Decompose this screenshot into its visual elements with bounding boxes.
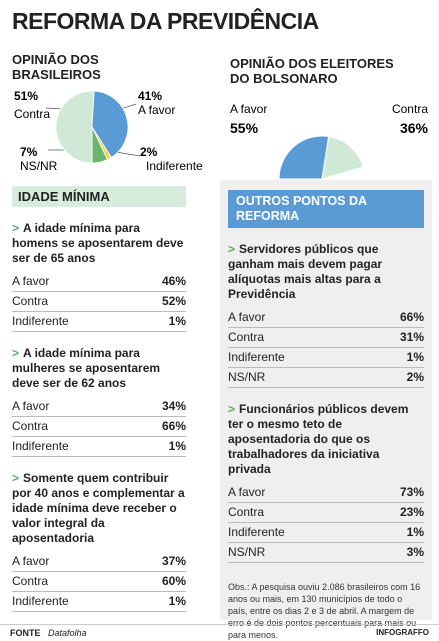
table-row: Indiferente 1% <box>228 523 424 543</box>
row-value: 1% <box>406 525 424 539</box>
value-label: 36% <box>400 120 429 136</box>
row-label: A favor <box>12 554 50 568</box>
question: > Servidores públicos que ganham mais dev… <box>228 242 424 302</box>
left-column: IDADE MÍNIMA > A idade mínima para homens … <box>12 186 186 612</box>
table-row: Contra 23% <box>228 503 424 523</box>
marker: > <box>12 221 20 235</box>
row-label: A favor <box>228 310 266 324</box>
question-text: Somente quem contribuir por 40 anos e co… <box>12 471 185 545</box>
source-label: FONTE <box>10 628 41 638</box>
row-label: A favor <box>12 399 50 413</box>
row-value: 73% <box>399 485 424 499</box>
table-row: A favor 46% <box>12 272 186 292</box>
half-pie-slice <box>278 135 330 180</box>
row-label: Indiferente <box>228 525 285 539</box>
row-label: NS/NR <box>228 545 266 559</box>
value-label: 51% <box>14 89 38 103</box>
category-label: NS/NR <box>20 159 58 173</box>
question-text: Servidores públicos que ganham mais deve… <box>228 242 383 301</box>
table-row: A favor 34% <box>12 397 186 417</box>
row-value: 37% <box>161 554 186 568</box>
row-value: 60% <box>161 574 186 588</box>
question-text: A idade mínima para homens se aposentare… <box>12 221 184 265</box>
category-label: A favor <box>230 102 267 116</box>
table-row: Contra 31% <box>228 328 424 348</box>
half-pie-slice <box>321 135 364 180</box>
table-row: NS/NR 2% <box>228 368 424 388</box>
question: > Somente quem contribuir por 40 anos e c… <box>12 471 186 546</box>
row-label: Indiferente <box>12 439 69 453</box>
value-label: 2% <box>140 145 158 159</box>
row-value: 1% <box>168 314 186 328</box>
question-text: A idade mínima para mulheres se aposenta… <box>12 346 161 390</box>
value-label: 41% <box>138 89 162 103</box>
row-value: 1% <box>406 350 424 364</box>
row-value: 52% <box>161 294 186 308</box>
marker: > <box>12 471 20 485</box>
table-row: Contra 52% <box>12 292 186 312</box>
source: Datafolha <box>48 628 87 638</box>
table-row: Contra 60% <box>12 572 186 592</box>
row-label: Contra <box>12 574 49 588</box>
question: > A idade mínima para homens se aposentar… <box>12 221 186 266</box>
section-header: OUTROS PONTOS DA REFORMA <box>228 190 424 228</box>
marker: > <box>228 242 236 256</box>
row-label: A favor <box>228 485 266 499</box>
row-label: Contra <box>12 419 49 433</box>
category-label: Indiferente <box>146 159 203 173</box>
question: > A idade mínima para mulheres se aposent… <box>12 346 186 391</box>
row-label: Indiferente <box>228 350 285 364</box>
value-label: 55% <box>230 120 259 136</box>
right-column: OUTROS PONTOS DA REFORMA > Servidores públ… <box>220 180 432 640</box>
row-label: Contra <box>12 294 49 308</box>
row-value: 34% <box>161 399 186 413</box>
row-value: 66% <box>399 310 424 324</box>
row-value: 1% <box>168 439 186 453</box>
table-row: NS/NR 3% <box>228 543 424 563</box>
brand: INFOGRAFFO <box>376 628 429 637</box>
row-value: 31% <box>399 330 424 344</box>
row-value: 2% <box>406 370 424 384</box>
table-row: A favor 73% <box>228 483 424 503</box>
table-row: A favor 37% <box>12 552 186 572</box>
row-value: 1% <box>168 594 186 608</box>
category-label: A favor <box>138 103 175 117</box>
chart-title: OPINIÃO DOS ELEITORES DO BOLSONARO <box>230 56 394 86</box>
row-value: 66% <box>161 419 186 433</box>
table-row: Indiferente 1% <box>12 592 186 612</box>
table-row: Indiferente 1% <box>12 312 186 332</box>
row-value: 23% <box>399 505 424 519</box>
value-label: 7% <box>20 145 38 159</box>
title: REFORMA DA PREVIDÊNCIA <box>12 8 319 34</box>
row-label: Indiferente <box>12 314 69 328</box>
note: Obs.: A pesquisa ouviu 2.086 brasileiros… <box>228 582 421 640</box>
pie-slice <box>55 90 95 164</box>
row-label: Indiferente <box>12 594 69 608</box>
category-label: Contra <box>14 107 50 121</box>
section-header: IDADE MÍNIMA <box>12 186 186 207</box>
table-row: Indiferente 1% <box>12 437 186 457</box>
marker: > <box>12 346 20 360</box>
chart-title: OPINIÃO DOS BRASILEIROS <box>12 52 101 82</box>
row-label: Contra <box>228 330 265 344</box>
marker: > <box>228 402 236 416</box>
row-label: Contra <box>228 505 265 519</box>
question: > Funcionários públicos devem ter o mesmo… <box>228 402 424 477</box>
table-row: Indiferente 1% <box>228 348 424 368</box>
row-label: A favor <box>12 274 50 288</box>
question-text: Funcionários públicos devem ter o mesmo … <box>228 402 409 476</box>
row-value: 46% <box>161 274 186 288</box>
footer: FONTE Datafolha INFOGRAFFO <box>0 624 439 641</box>
category-label: Contra <box>392 102 428 116</box>
row-value: 3% <box>406 545 424 559</box>
table-row: Contra 66% <box>12 417 186 437</box>
table-row: A favor 66% <box>228 308 424 328</box>
row-label: NS/NR <box>228 370 266 384</box>
